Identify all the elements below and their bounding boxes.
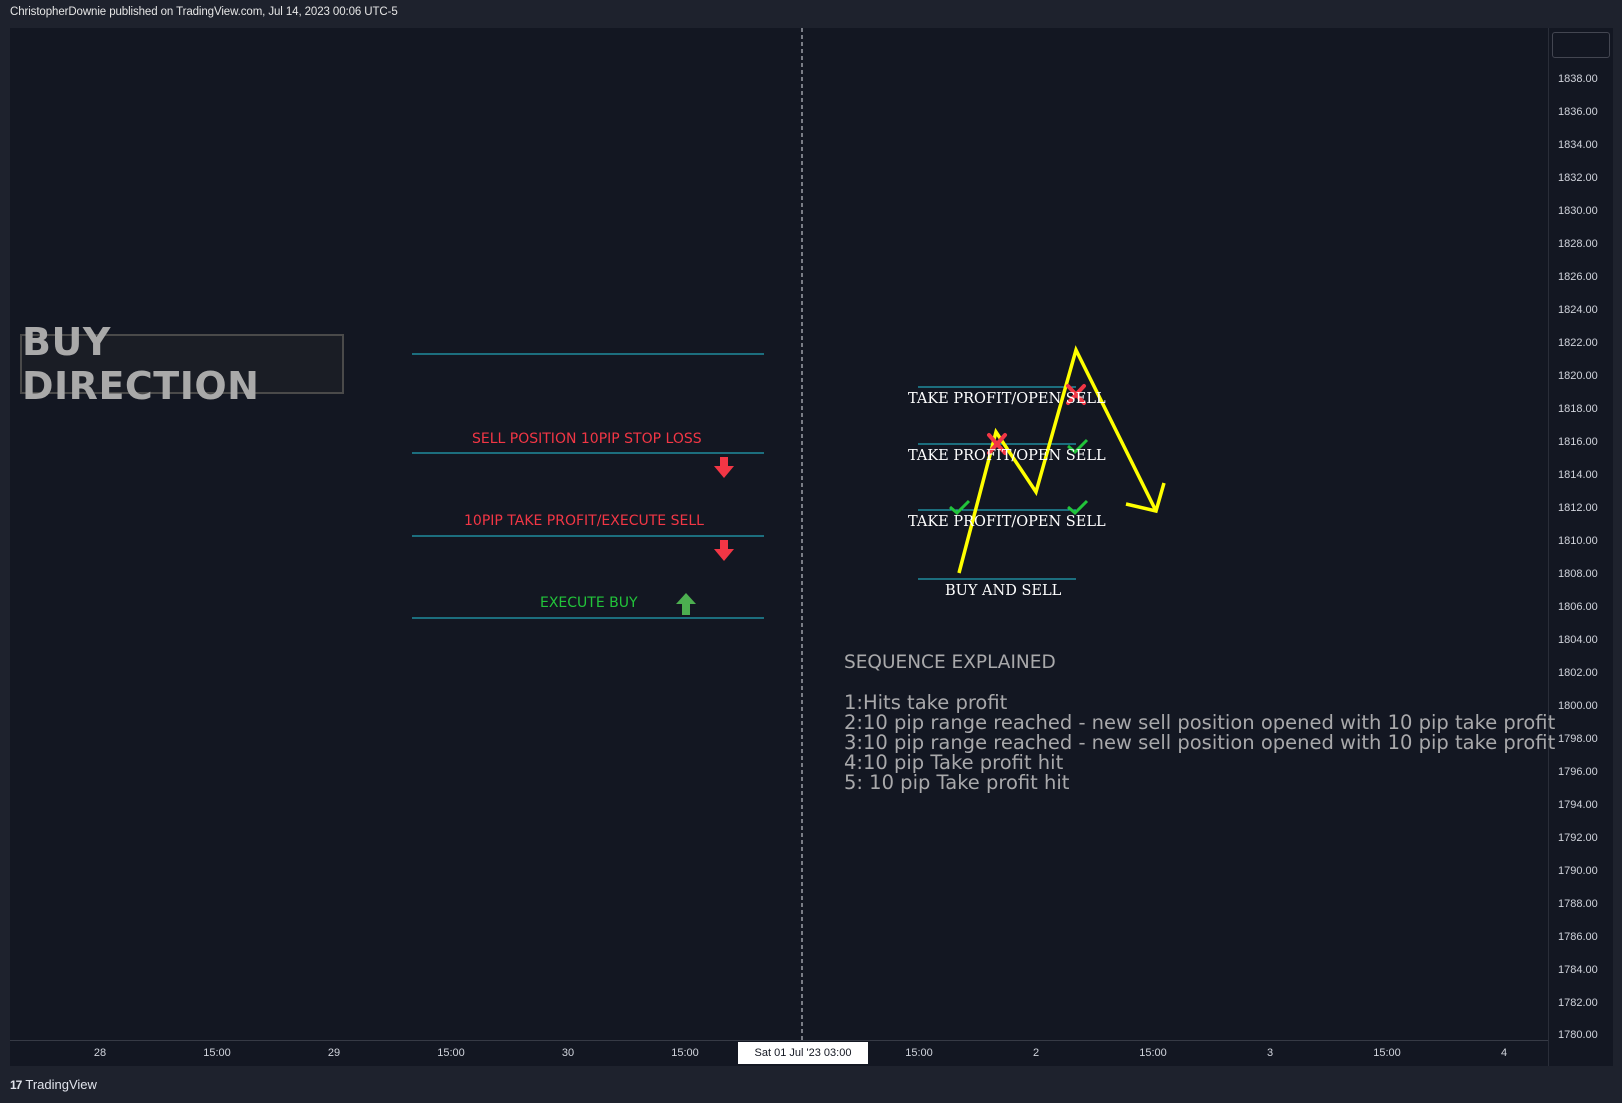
- buy-arrow-up-icon: [676, 593, 696, 615]
- published-info: ChristopherDownie published on TradingVi…: [10, 6, 398, 18]
- buy-direction-label: BUY DIRECTION: [20, 320, 344, 408]
- price-tick: 1788.00: [1558, 898, 1598, 910]
- cross-icon: [1066, 384, 1086, 405]
- price-tick: 1786.00: [1558, 931, 1598, 943]
- time-tick: 30: [561, 1047, 575, 1059]
- price-tick: 1824.00: [1558, 304, 1598, 316]
- price-tick: 1782.00: [1558, 997, 1598, 1009]
- crosshair-time-label: Sat 01 Jul '23 03:00: [738, 1042, 868, 1064]
- price-tick: 1830.00: [1558, 205, 1598, 217]
- check-icon: [1067, 499, 1089, 516]
- time-tick: 15:00: [1373, 1047, 1401, 1059]
- price-tick: 1780.00: [1558, 1029, 1598, 1041]
- bottom-bar: [0, 1066, 1622, 1103]
- sequence-explained: SEQUENCE EXPLAINED 1:Hits take profit 2:…: [844, 652, 1555, 793]
- time-tick: 15:00: [905, 1047, 933, 1059]
- sequence-line: 5: 10 pip Take profit hit: [844, 771, 1070, 794]
- execute-buy-label: EXECUTE BUY: [540, 595, 638, 611]
- price-tick: 1804.00: [1558, 634, 1598, 646]
- time-tick: 15:00: [671, 1047, 699, 1059]
- sell-arrow-down-icon: [714, 540, 734, 561]
- sequence-line: 3:10 pip range reached - new sell positi…: [844, 731, 1556, 754]
- price-tick: 1816.00: [1558, 436, 1598, 448]
- time-tick: 29: [327, 1047, 341, 1059]
- price-tick: 1802.00: [1558, 667, 1598, 679]
- time-tick: 3: [1266, 1047, 1274, 1059]
- sell-stop-loss-label: SELL POSITION 10PIP STOP LOSS: [472, 431, 702, 447]
- tp-open-sell-label: TAKE PROFIT/OPEN SELL: [908, 391, 1106, 407]
- sequence-title: SEQUENCE EXPLAINED: [844, 652, 1056, 673]
- price-tick: 1794.00: [1558, 799, 1598, 811]
- tradingview-brand[interactable]: 17 TradingView: [10, 1077, 97, 1092]
- sequence-line: 2:10 pip range reached - new sell positi…: [844, 711, 1556, 734]
- price-tick: 1820.00: [1558, 370, 1598, 382]
- price-tick: 1814.00: [1558, 469, 1598, 481]
- price-tick: 1838.00: [1558, 73, 1598, 85]
- price-tick: 1828.00: [1558, 238, 1598, 250]
- tp-open-sell-label: TAKE PROFIT/OPEN SELL: [908, 448, 1106, 464]
- time-tick: 28: [93, 1047, 107, 1059]
- price-box[interactable]: [1552, 32, 1610, 58]
- take-profit-execute-sell-label: 10PIP TAKE PROFIT/EXECUTE SELL: [464, 513, 704, 529]
- top-bar: ChristopherDownie published on TradingVi…: [0, 0, 1622, 28]
- brand-name: TradingView: [25, 1077, 97, 1092]
- price-tick: 1792.00: [1558, 832, 1598, 844]
- check-icon: [1067, 438, 1089, 455]
- price-tick: 1798.00: [1558, 733, 1598, 745]
- price-axis[interactable]: [1548, 28, 1613, 1066]
- price-tick: 1834.00: [1558, 139, 1598, 151]
- price-tick: 1806.00: [1558, 601, 1598, 613]
- price-tick: 1808.00: [1558, 568, 1598, 580]
- check-icon: [949, 499, 971, 516]
- arrow-head-icon: [1125, 482, 1166, 514]
- price-tick: 1800.00: [1558, 700, 1598, 712]
- price-tick: 1818.00: [1558, 403, 1598, 415]
- price-tick: 1826.00: [1558, 271, 1598, 283]
- price-tick: 1822.00: [1558, 337, 1598, 349]
- price-tick: 1812.00: [1558, 502, 1598, 514]
- price-tick: 1784.00: [1558, 964, 1598, 976]
- time-tick: 4: [1500, 1047, 1508, 1059]
- sequence-line: 4:10 pip Take profit hit: [844, 751, 1064, 774]
- tradingview-logo-icon: 17: [10, 1077, 22, 1092]
- cross-icon: [987, 433, 1007, 455]
- sell-arrow-down-icon: [714, 457, 734, 478]
- price-tick: 1836.00: [1558, 106, 1598, 118]
- price-tick: 1810.00: [1558, 535, 1598, 547]
- price-tick: 1832.00: [1558, 172, 1598, 184]
- time-tick: 15:00: [1139, 1047, 1167, 1059]
- time-tick: 2: [1032, 1047, 1040, 1059]
- price-path-line: [957, 345, 1158, 574]
- buy-and-sell-label: BUY AND SELL: [945, 583, 1062, 599]
- time-tick: 15:00: [437, 1047, 465, 1059]
- tp-open-sell-label: TAKE PROFIT/OPEN SELL: [908, 514, 1106, 530]
- price-tick: 1796.00: [1558, 766, 1598, 778]
- sequence-line: 1:Hits take profit: [844, 691, 1008, 714]
- price-tick: 1790.00: [1558, 865, 1598, 877]
- time-tick: 15:00: [203, 1047, 231, 1059]
- chart-area[interactable]: [10, 28, 1548, 1066]
